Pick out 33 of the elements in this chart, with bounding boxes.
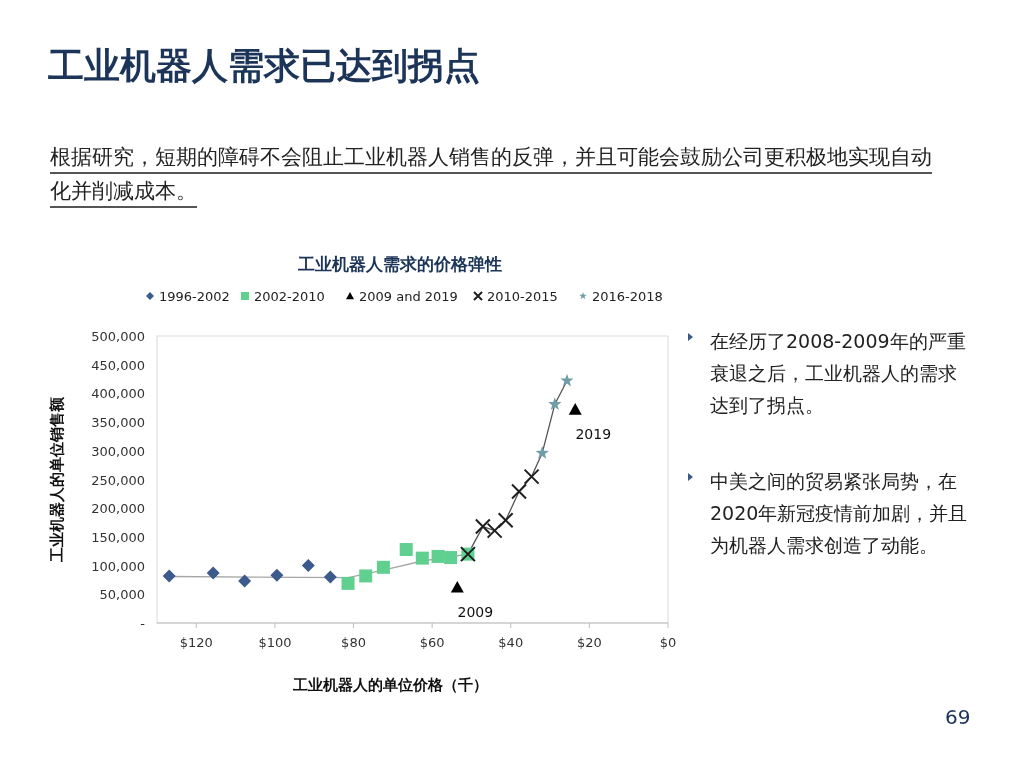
y-tick-label: 200,000: [91, 501, 145, 517]
y-tick-label: 450,000: [91, 357, 145, 373]
text: 在经历了2008-2009年的严重衰退之后，工业机器人的需求达到了拐点。: [710, 325, 972, 421]
x-tick-label: $100: [258, 635, 292, 650]
annotation: 2009: [457, 604, 494, 621]
legend-label: 2009 and 2019: [359, 289, 458, 304]
legend-label: 2002-2010: [254, 289, 325, 304]
legend-label: 1996-2002: [159, 289, 230, 304]
chart-subtitle: 工业机器人需求的价格弹性: [297, 254, 502, 274]
y-tick-label: 50,000: [99, 587, 145, 603]
annotation: 2019: [575, 426, 612, 443]
y-tick-label: 300,000: [91, 443, 145, 459]
text: 中美之间的贸易紧张局势，在2020年新冠疫情前加剧，并且为机器人需求创造了动能。: [710, 465, 972, 561]
y-tick-label: 100,000: [91, 558, 145, 574]
y-tick-label: 350,000: [91, 415, 145, 431]
y-tick-label: 250,000: [91, 472, 145, 488]
text: 69: [945, 705, 971, 729]
x-tick-label: $60: [419, 635, 445, 650]
x-tick-label: $80: [341, 635, 366, 650]
x-tick-label: $20: [576, 635, 602, 650]
legend-label: 2010-2015: [487, 289, 558, 304]
y-tick-label: 400,000: [91, 386, 145, 402]
x-axis-title: 工业机器人的单位价格（千）: [291, 676, 488, 694]
y-tick-label: -: [140, 616, 146, 631]
y-axis-title: 工业机器人的单位销售额: [48, 396, 66, 563]
text: 根据研究，短期的障碍不会阻止工业机器人销售的反弹，并且可能会鼓励公司更积极地实现自动化并削减成本。: [50, 144, 933, 205]
chart-title: 工业机器人需求已达到拐点: [48, 44, 480, 88]
y-tick-label: 500,000: [91, 329, 145, 344]
x-tick-label: $0: [659, 635, 677, 650]
legend-label: 2016-2018: [592, 289, 663, 304]
x-tick-label: $40: [498, 635, 524, 650]
x-tick-label: $120: [179, 635, 213, 650]
y-tick-label: 150,000: [91, 529, 145, 545]
